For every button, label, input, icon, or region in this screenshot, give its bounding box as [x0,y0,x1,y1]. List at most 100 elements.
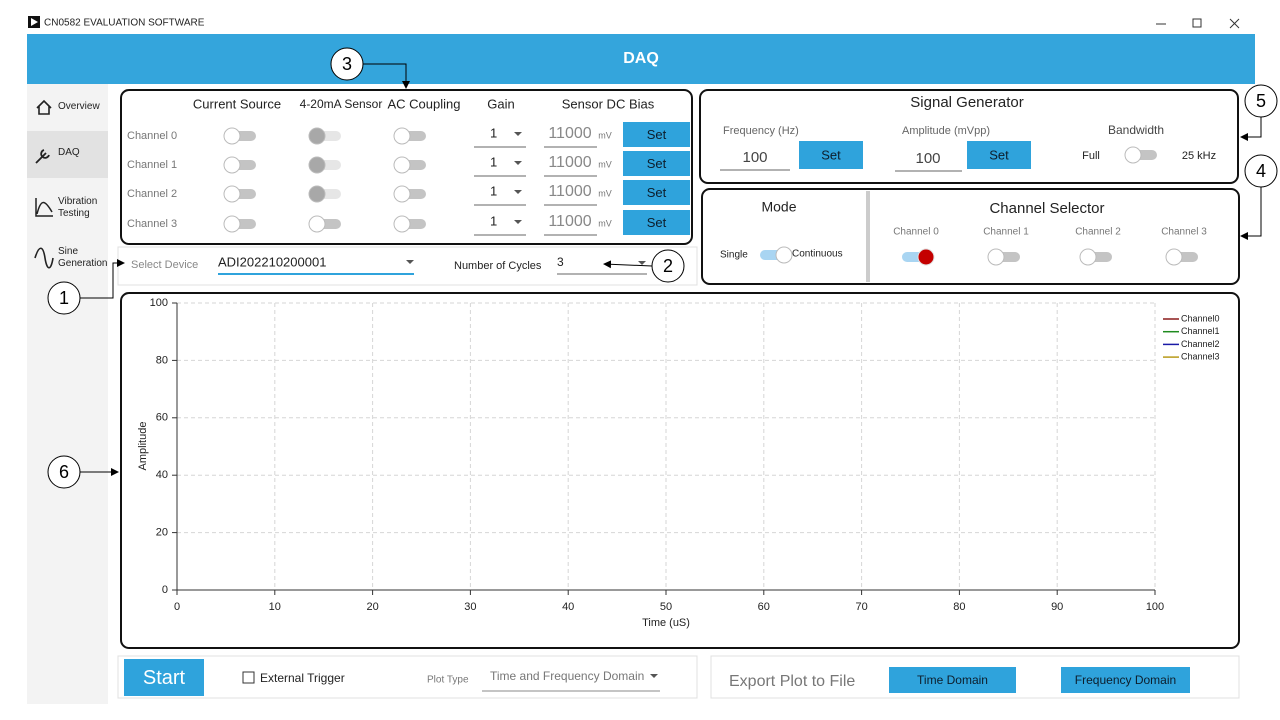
app-logo-mark [31,18,38,26]
bias-unit: mV [598,159,612,169]
device-panel [117,246,698,286]
x-tick-label: 100 [1146,601,1164,613]
callout-circle [1244,154,1278,188]
button[interactable] [623,122,690,147]
button[interactable] [799,141,863,169]
dropdown-arrow[interactable] [514,220,522,224]
x-tick-label: 30 [464,601,476,613]
panel-title: Signal Generator [910,94,1023,111]
frequency-value[interactable]: 100 [742,149,767,166]
toggle-knob[interactable] [393,156,411,174]
dropdown-arrow[interactable] [514,190,522,194]
nav-item[interactable]: DAQ [58,147,80,158]
toggle-knob[interactable] [775,246,793,264]
callout-arrow [1240,117,1262,141]
button[interactable] [1061,667,1190,693]
callout-circle [1244,84,1278,118]
x-tick-label: 60 [758,601,770,613]
button[interactable] [623,180,690,205]
icon-wrench [35,149,50,164]
dropdown-arrow[interactable] [514,132,522,136]
button[interactable] [967,141,1031,169]
button-label[interactable]: Frequency Domain [1075,673,1176,687]
icon-sine [34,247,54,269]
bias-value[interactable]: 11000 [548,183,591,200]
button-label[interactable]: Set [647,127,667,142]
callout-arrow [80,259,125,299]
y-tick-label: 20 [156,527,168,539]
toggle-knob[interactable] [393,185,411,203]
plot-type-value[interactable]: Time and Frequency Domain [490,669,644,683]
column-header: AC Coupling [388,96,461,111]
button-label[interactable]: Set [989,147,1009,162]
button[interactable] [889,667,1016,693]
maximize-button[interactable] [1192,18,1202,28]
cycles-value[interactable]: 3 [557,255,564,269]
toggle-knob[interactable] [1165,248,1183,266]
dropdown-arrow[interactable] [650,674,658,678]
nav-item[interactable]: Overview [58,101,100,112]
toggle-knob [308,127,326,145]
button[interactable] [623,210,690,235]
toggle-knob[interactable] [393,215,411,233]
button[interactable] [623,151,690,176]
button-label[interactable]: Set [647,185,667,200]
x-tick-label: 20 [366,601,378,613]
label: 25 kHz [1182,150,1216,162]
checkbox[interactable] [242,671,255,684]
legend-label: Channel0 [1181,313,1220,323]
gain-value[interactable]: 1 [490,183,497,198]
button-label[interactable]: Set [647,156,667,171]
gain-value[interactable]: 1 [490,154,497,169]
button-label[interactable]: Time Domain [917,673,988,687]
config-panel [120,89,693,245]
toggle-knob[interactable] [223,215,241,233]
y-tick-label: 60 [156,412,168,424]
toggle-knob [308,156,326,174]
x-tick-label: 90 [1051,601,1063,613]
button-label[interactable]: Set [821,147,841,162]
toggle-knob[interactable] [1124,146,1142,164]
toggle-knob[interactable] [1079,248,1097,266]
panel-title: Channel Selector [989,200,1104,217]
toggle-knob[interactable] [393,127,411,145]
callout-number: 1 [59,288,69,308]
sidebar [27,84,108,704]
gain-value[interactable]: 1 [490,125,497,140]
dropdown-arrow[interactable] [406,260,414,264]
toggle-knob[interactable] [223,185,241,203]
nav-item[interactable]: Vibration Testing [58,196,98,219]
channel-label: Channel 1 [983,227,1029,238]
icon-home [36,99,52,115]
dropdown-arrow[interactable] [514,161,522,165]
cycles-label: Number of Cycles [454,260,542,272]
button[interactable] [124,659,204,696]
y-tick-label: 80 [156,354,168,366]
toggle-knob[interactable] [917,248,935,266]
label: Frequency (Hz) [723,125,799,137]
toggle-knob[interactable] [223,156,241,174]
bias-value[interactable]: 11000 [548,154,591,171]
channel-label: Channel 0 [127,130,177,142]
callout-circle [651,249,685,283]
button-label[interactable]: Set [647,215,667,230]
bias-value[interactable]: 11000 [548,125,591,142]
callout-arrow [1240,187,1262,240]
bias-unit: mV [598,218,612,228]
gain-value[interactable]: 1 [490,213,497,228]
button-label[interactable]: Start [143,667,186,689]
bias-value[interactable]: 11000 [548,213,591,230]
label: Plot Type [427,675,469,686]
toggle-knob[interactable] [987,248,1005,266]
x-tick-label: 0 [174,601,180,613]
dropdown-arrow[interactable] [638,261,646,265]
toggle-knob[interactable] [308,215,326,233]
y-tick-label: 0 [162,584,168,596]
toggle-knob[interactable] [223,127,241,145]
page-title: DAQ [623,50,659,67]
mode-panel [701,188,1240,285]
amplitude-value[interactable]: 100 [915,150,940,167]
device-value[interactable]: ADI202210200001 [218,254,326,269]
nav-item[interactable]: Sine Generation [58,246,108,269]
